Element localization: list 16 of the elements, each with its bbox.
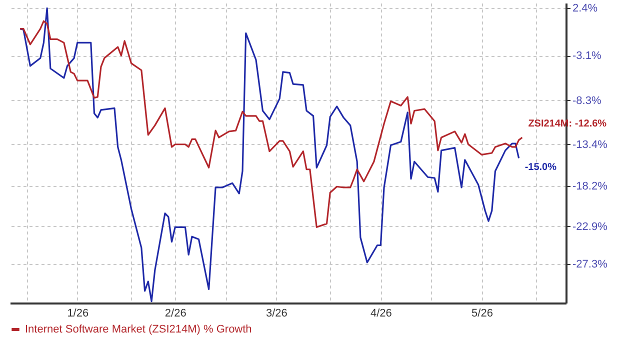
y-tick-label: -18.2%	[572, 180, 608, 192]
x-tick-label: 3/26	[266, 308, 288, 320]
y-tick-label: -27.3%	[572, 258, 608, 271]
line-series	[19, 20, 523, 228]
y-tick-label: -22.9%	[572, 220, 608, 233]
y-tick-label: -3.1%	[572, 50, 602, 62]
x-tick-label: 4/26	[370, 308, 392, 320]
y-tick-label: 2.4%	[572, 2, 598, 15]
legend-label: Internet Software Market (ZSI214M) % Growth	[25, 324, 252, 336]
annotation: -15.0%	[524, 162, 557, 174]
x-tick-label: 1/26	[67, 308, 89, 320]
x-tick-label: 2/26	[164, 308, 186, 320]
line-series	[19, 7, 520, 302]
y-tick-label: -8.3%	[572, 94, 602, 107]
y-tick-label: -13.4%	[572, 138, 608, 151]
x-tick-label: 5/26	[472, 308, 493, 320]
